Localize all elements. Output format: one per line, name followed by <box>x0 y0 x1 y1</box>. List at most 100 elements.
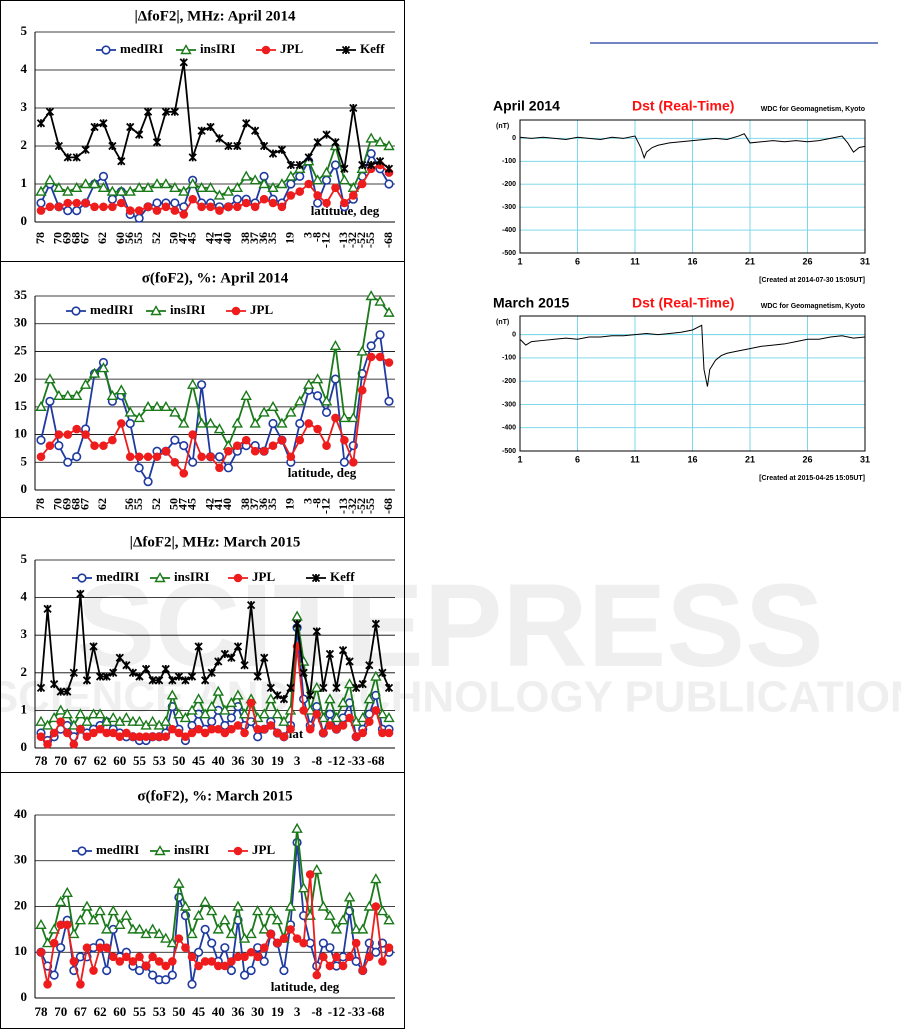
marker <box>143 202 153 212</box>
marker <box>268 198 278 208</box>
marker <box>186 928 198 939</box>
plot-border <box>519 119 866 254</box>
marker <box>98 171 109 181</box>
marker <box>62 389 74 400</box>
marker <box>161 107 171 116</box>
marker <box>231 417 244 428</box>
marker <box>48 711 60 723</box>
panel-border <box>0 772 405 1029</box>
marker <box>331 183 340 193</box>
marker <box>148 952 157 962</box>
marker <box>207 957 217 966</box>
y-tick-label: 2 <box>21 664 28 679</box>
marker <box>194 724 203 734</box>
marker <box>36 732 46 742</box>
marker <box>238 708 251 719</box>
marker <box>81 900 93 911</box>
marker <box>321 175 332 185</box>
marker <box>68 719 80 730</box>
marker <box>68 928 80 939</box>
x-tick-label: 26 <box>802 454 812 464</box>
x-tick-label: -68 <box>367 753 385 768</box>
marker <box>241 435 251 445</box>
marker <box>76 724 85 734</box>
marker <box>370 670 382 681</box>
x-tick-label: 56 <box>122 498 136 510</box>
legend-marker <box>261 45 271 55</box>
marker <box>87 914 100 925</box>
marker <box>304 153 313 162</box>
marker <box>258 708 270 719</box>
source: WDC for Geomagnetism, Kyoto <box>761 106 865 113</box>
marker <box>36 947 46 957</box>
marker <box>72 206 82 216</box>
marker <box>227 724 236 734</box>
marker <box>329 339 342 351</box>
marker <box>365 290 377 301</box>
marker <box>371 947 381 957</box>
marker <box>305 724 315 734</box>
x-tick-label: 11 <box>630 454 640 464</box>
y-tick-label: 5 <box>21 551 28 566</box>
marker <box>299 668 308 677</box>
marker <box>227 653 236 662</box>
marker <box>299 938 308 948</box>
marker <box>74 914 87 925</box>
y-tick-label: -300 <box>502 204 516 211</box>
marker <box>63 687 72 696</box>
marker <box>133 715 146 726</box>
marker <box>313 424 322 434</box>
marker <box>250 446 260 456</box>
marker <box>260 653 269 662</box>
marker <box>45 396 55 406</box>
marker <box>152 452 162 462</box>
marker <box>206 905 218 916</box>
marker <box>240 661 249 670</box>
y-tick-label: 0 <box>512 135 516 142</box>
legend-label: JPL <box>252 842 275 857</box>
marker <box>265 693 277 704</box>
x-tick-label: 30 <box>251 1004 264 1019</box>
marker <box>206 700 218 711</box>
marker <box>142 181 154 192</box>
marker <box>251 905 264 916</box>
x-tick-label: 60 <box>113 232 127 244</box>
marker <box>186 178 199 189</box>
marker <box>330 374 341 384</box>
x-tick-label: 19 <box>283 498 297 510</box>
marker <box>219 914 231 925</box>
marker <box>125 452 135 462</box>
marker <box>279 694 289 704</box>
marker <box>148 676 157 685</box>
marker <box>383 711 395 723</box>
marker <box>161 732 171 742</box>
marker <box>148 970 158 980</box>
marker <box>347 412 360 423</box>
marker <box>365 132 377 143</box>
legend-label: medIRI <box>90 302 133 317</box>
marker <box>102 943 111 952</box>
marker <box>43 604 52 614</box>
marker <box>271 708 284 719</box>
marker <box>109 668 118 677</box>
marker <box>302 378 315 389</box>
marker <box>166 937 179 948</box>
marker <box>295 435 305 445</box>
x-tick-label: 35 <box>265 498 279 510</box>
marker <box>213 423 226 434</box>
marker <box>197 380 207 390</box>
marker <box>35 185 47 196</box>
marker <box>339 457 349 467</box>
marker <box>343 678 356 689</box>
marker <box>35 715 47 726</box>
marker <box>233 642 243 651</box>
marker <box>340 198 349 208</box>
marker <box>201 676 210 685</box>
marker <box>117 157 126 166</box>
x-tick-label: 62 <box>94 753 107 768</box>
marker <box>277 202 287 212</box>
marker <box>241 198 251 208</box>
legend-label: JPL <box>280 41 303 56</box>
watermark-sub: SCIENCE AND TECHNOLOGY PUBLICATIONS <box>0 673 901 722</box>
marker <box>268 149 278 158</box>
